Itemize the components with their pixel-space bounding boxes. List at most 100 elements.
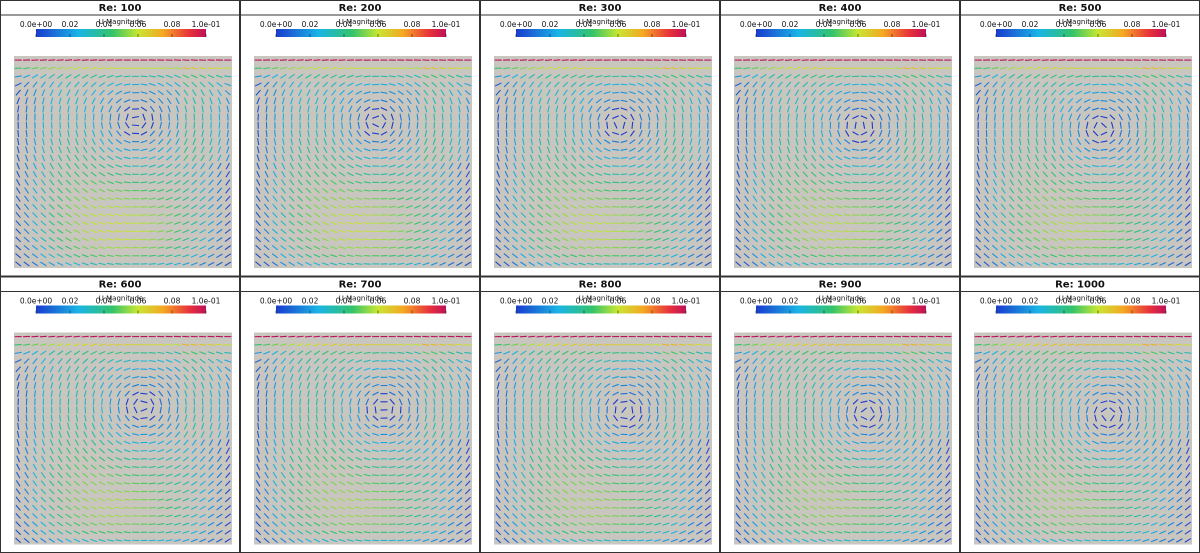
vector-arrow bbox=[562, 60, 569, 61]
vector-arrow bbox=[124, 76, 131, 77]
vector-arrow bbox=[297, 60, 304, 61]
vector-arrow bbox=[1117, 68, 1124, 69]
vector-arrow bbox=[936, 68, 943, 69]
vector-arrow bbox=[288, 60, 295, 61]
vector-arrow bbox=[629, 264, 636, 265]
colorbar bbox=[276, 306, 446, 314]
panel: Re: 800U Magnitude0.0e+000.020.040.060.0… bbox=[480, 277, 720, 553]
colorbar-tick-label: 0.0e+00 bbox=[20, 297, 53, 306]
plot-area bbox=[14, 56, 232, 268]
vector-arrow bbox=[202, 398, 203, 405]
vector-arrow bbox=[60, 122, 61, 129]
vector-arrow bbox=[364, 256, 371, 257]
vector-arrow bbox=[380, 207, 387, 208]
colorbar-tick-label: 0.02 bbox=[302, 20, 319, 29]
vector-arrow bbox=[372, 353, 379, 354]
vector-arrow bbox=[1070, 122, 1071, 129]
vector-arrow bbox=[102, 114, 103, 121]
panel-title: Re: 600 bbox=[99, 280, 142, 291]
colorbar bbox=[996, 29, 1166, 37]
colorbar-tick-label: 0.04 bbox=[96, 297, 113, 306]
vector-arrow bbox=[140, 215, 147, 216]
vector-arrow bbox=[1025, 60, 1032, 61]
vector-arrow bbox=[372, 508, 379, 509]
vector-arrow bbox=[149, 524, 156, 525]
vector-arrow bbox=[978, 138, 979, 145]
vector-arrow bbox=[110, 406, 111, 413]
vector-arrow bbox=[389, 499, 396, 500]
vector-arrow bbox=[1109, 231, 1116, 232]
vector-arrow bbox=[860, 92, 867, 93]
vector-arrow bbox=[696, 68, 703, 69]
vector-arrow bbox=[194, 122, 195, 129]
vector-arrow bbox=[1171, 130, 1172, 137]
vector-arrow bbox=[810, 60, 817, 61]
colorbar-tick-label: 0.06 bbox=[850, 20, 867, 29]
colorbar-tick-label: 0.06 bbox=[1090, 20, 1107, 29]
vector-arrow bbox=[364, 344, 371, 345]
vector-arrow bbox=[140, 76, 147, 77]
vector-arrow bbox=[364, 223, 371, 224]
vector-arrow bbox=[545, 60, 552, 61]
vector-arrow bbox=[1008, 60, 1015, 61]
vector-arrow bbox=[1084, 68, 1091, 69]
vector-arrow bbox=[258, 130, 259, 137]
vector-arrow bbox=[380, 198, 387, 199]
vector-arrow bbox=[629, 247, 636, 248]
vector-arrow bbox=[467, 114, 468, 121]
colorbar-tick-label: 0.04 bbox=[96, 20, 113, 29]
vector-arrow bbox=[305, 60, 312, 61]
vector-arrow bbox=[115, 68, 122, 69]
vector-arrow bbox=[317, 398, 318, 405]
vector-arrow bbox=[372, 141, 379, 142]
vector-arrow bbox=[771, 114, 772, 121]
vector-arrow bbox=[149, 516, 156, 517]
vector-arrow bbox=[467, 415, 468, 422]
vector-arrow bbox=[389, 68, 396, 69]
vector-arrow bbox=[604, 255, 611, 256]
panel-title: Re: 300 bbox=[579, 3, 622, 14]
colorbar-tick-label: 0.06 bbox=[610, 297, 627, 306]
colorbar-tick-label: 0.06 bbox=[130, 20, 147, 29]
vector-arrow bbox=[852, 182, 859, 183]
vector-arrow bbox=[852, 166, 859, 167]
vector-arrow bbox=[124, 215, 131, 216]
vector-arrow bbox=[216, 68, 223, 69]
vector-arrow bbox=[506, 130, 507, 137]
vector-arrow bbox=[211, 122, 212, 129]
vector-arrow bbox=[604, 264, 611, 265]
vector-arrow bbox=[506, 114, 507, 121]
vector-arrow bbox=[604, 231, 611, 232]
vector-arrow bbox=[308, 398, 309, 405]
vector-arrow bbox=[844, 255, 851, 256]
vector-arrow bbox=[763, 130, 764, 137]
colorbar-tick-label: 0.0e+00 bbox=[260, 297, 293, 306]
vector-arrow bbox=[793, 60, 800, 61]
vector-arrow bbox=[1062, 122, 1063, 129]
colorbar-tick-label: 0.08 bbox=[164, 20, 181, 29]
vector-arrow bbox=[707, 130, 708, 137]
vector-arrow bbox=[1109, 255, 1116, 256]
colorbar-tick-label: 1.0e-01 bbox=[192, 297, 221, 306]
vector-arrow bbox=[620, 190, 627, 191]
vector-arrow bbox=[132, 353, 139, 354]
vector-arrow bbox=[528, 336, 535, 337]
vector-arrow bbox=[26, 415, 27, 422]
vector-arrow bbox=[73, 60, 80, 61]
colorbar-tick-label: 0.04 bbox=[816, 20, 833, 29]
vector-arrow bbox=[877, 68, 884, 69]
vector-arrow bbox=[434, 114, 435, 121]
vector-arrow bbox=[372, 516, 379, 517]
vector-arrow bbox=[1109, 264, 1116, 265]
colorbar-tick-label: 0.0e+00 bbox=[500, 297, 533, 306]
vector-arrow bbox=[409, 122, 410, 129]
vector-arrow bbox=[523, 114, 524, 121]
vector-arrow bbox=[35, 415, 36, 422]
vector-arrow bbox=[288, 336, 295, 337]
vector-arrow bbox=[1042, 60, 1049, 61]
vector-arrow bbox=[1084, 255, 1091, 256]
vector-arrow bbox=[140, 223, 147, 224]
vector-arrow bbox=[620, 182, 627, 183]
panel: Re: 100U Magnitude0.0e+000.020.040.060.0… bbox=[0, 1, 240, 277]
colorbar-tick-label: 0.04 bbox=[336, 297, 353, 306]
